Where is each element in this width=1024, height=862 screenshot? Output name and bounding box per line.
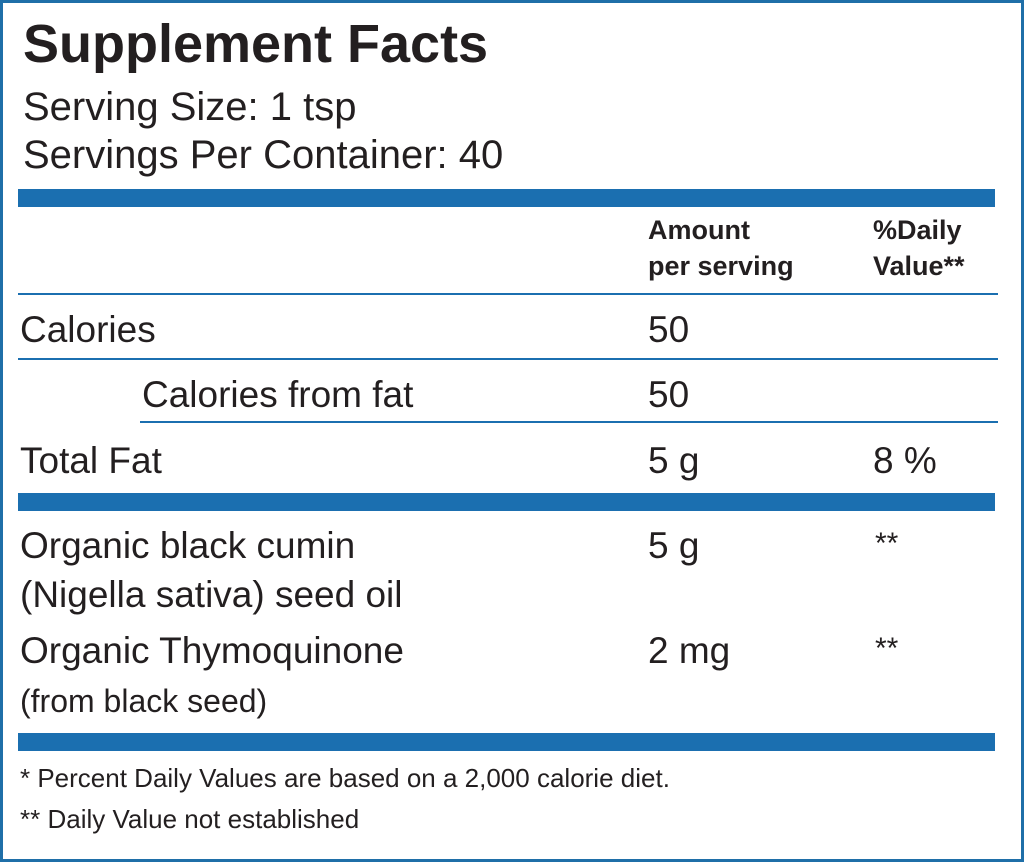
row-label: Total Fat — [20, 440, 162, 481]
amount: 50 — [648, 309, 690, 350]
divider-line — [18, 358, 998, 360]
divider-bar — [18, 493, 995, 511]
daily-value: ** — [875, 632, 899, 665]
divider-line — [140, 421, 998, 423]
daily-value: 8 % — [873, 440, 937, 481]
servings-per-container: Servings Per Container: 40 — [23, 133, 504, 177]
column-header: Value** — [873, 251, 965, 281]
amount: 5 g — [648, 440, 700, 481]
title: Supplement Facts — [23, 14, 489, 74]
amount: 5 g — [648, 525, 700, 566]
divider-bar — [18, 189, 995, 207]
ingredient-label: (from black seed) — [20, 683, 268, 719]
amount: 50 — [648, 374, 690, 415]
divider-line — [18, 293, 998, 295]
ingredient-label: (Nigella sativa) seed oil — [20, 574, 403, 615]
daily-value: ** — [875, 527, 899, 560]
divider-bar — [18, 733, 995, 751]
column-header: per serving — [648, 251, 794, 281]
row-label: Calories — [20, 309, 156, 350]
footnote: ** Daily Value not established — [20, 804, 360, 834]
column-header: Amount — [648, 215, 750, 245]
ingredient-label: Organic black cumin — [20, 525, 356, 566]
column-header: %Daily — [873, 215, 962, 245]
serving-size: Serving Size: 1 tsp — [23, 85, 357, 129]
row-label: Calories from fat — [142, 374, 414, 415]
ingredient-label: Organic Thymoquinone — [20, 630, 404, 671]
amount: 2 mg — [648, 630, 731, 671]
footnote: * Percent Daily Values are based on a 2,… — [20, 763, 670, 793]
